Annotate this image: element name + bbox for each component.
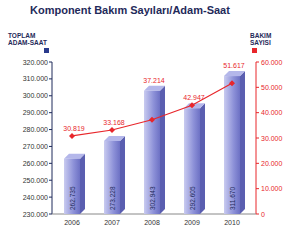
y-tick-label: 240.000 — [23, 194, 48, 201]
bar-top — [64, 154, 85, 159]
x-tick-label: 2008 — [144, 219, 160, 226]
bar-top — [224, 71, 245, 76]
bar — [224, 76, 240, 214]
x-tick-label: 2007 — [104, 219, 120, 226]
line-label: 37.214 — [143, 77, 165, 84]
marker — [109, 127, 115, 133]
bar-side — [120, 136, 125, 214]
bar-group — [144, 86, 165, 214]
bar-label: 273.228 — [109, 186, 116, 210]
marker — [229, 80, 235, 86]
bar-group — [104, 136, 125, 214]
y2-tick-label: 30.000 — [261, 135, 283, 142]
line-label: 33.168 — [103, 119, 125, 126]
y-tick-label: 260.000 — [23, 160, 48, 167]
y2-tick-label: 10.000 — [261, 185, 283, 192]
axis-label-line: ADAM-SAAT — [8, 39, 47, 46]
bar — [104, 141, 120, 214]
bar-side — [200, 103, 205, 214]
bar — [184, 108, 200, 214]
y-tick-label: 300.000 — [23, 92, 48, 99]
bar-group — [224, 71, 245, 214]
axis-label: TOPLAMADAM-SAAT — [8, 32, 47, 46]
y-tick-label: 250.000 — [23, 177, 48, 184]
y-tick — [49, 180, 52, 181]
y2-tick — [256, 188, 259, 189]
legend-swatch — [44, 48, 49, 53]
line-label: 42.947 — [183, 94, 205, 101]
x-tick-label: 2009 — [184, 219, 200, 226]
y2-tick — [256, 163, 259, 164]
x-tick-label: 2010 — [224, 219, 240, 226]
marker — [69, 133, 75, 139]
x-tick-label: 2006 — [64, 219, 80, 226]
line-label: 30.819 — [63, 125, 85, 132]
legend-swatch — [252, 48, 257, 53]
axis-label-line: SAYISI — [250, 39, 271, 46]
title: Komponent Bakım Sayıları/Adam-Saat — [30, 4, 230, 16]
axis-label-line: BAKIM — [250, 32, 271, 39]
y2-tick — [256, 62, 259, 63]
y2-tick — [256, 214, 259, 215]
y-tick — [49, 197, 52, 198]
bar-group — [184, 103, 205, 214]
line — [72, 83, 232, 136]
bar-side — [160, 86, 165, 214]
bar — [144, 91, 160, 214]
plot-marks — [64, 71, 245, 214]
y-tick-label: 270.000 — [23, 143, 48, 150]
y2-tick-label: 20.000 — [261, 160, 283, 167]
bar-side — [80, 154, 85, 214]
y-tick — [49, 112, 52, 113]
y2-tick — [256, 138, 259, 139]
bar-label: 292.605 — [189, 186, 196, 210]
marker — [189, 102, 195, 108]
bar-label: 311.670 — [229, 187, 236, 210]
y2-tick — [256, 112, 259, 113]
y2-tick-label: 60.000 — [261, 59, 283, 66]
bar-label: 302.943 — [149, 186, 156, 210]
bar-side — [240, 71, 245, 214]
y-tick-label: 280.000 — [23, 126, 48, 133]
bar-top — [144, 86, 165, 91]
bar-label: 262.735 — [69, 186, 76, 210]
y-axis — [52, 62, 53, 214]
y-tick — [49, 214, 52, 215]
y-tick — [49, 78, 52, 79]
y2-tick-label: 50.000 — [261, 84, 283, 91]
y-tick — [49, 62, 52, 63]
y-tick-label: 290.000 — [23, 109, 48, 116]
y-tick — [49, 95, 52, 96]
y-tick-label: 310.000 — [23, 75, 48, 82]
chart: Komponent Bakım Sayıları/Adam-Saat TOPLAM… — [0, 0, 292, 234]
bar-top — [104, 136, 125, 141]
marker — [149, 117, 155, 123]
y2-tick-label: 0 — [261, 211, 265, 218]
bar-group — [64, 154, 85, 214]
y-tick — [49, 129, 52, 130]
axis-label-line: TOPLAM — [8, 32, 35, 39]
y-tick — [49, 146, 52, 147]
y2-tick-label: 40.000 — [261, 109, 283, 116]
y-tick-label: 230.000 — [23, 211, 48, 218]
axis-label: BAKIMSAYISI — [250, 32, 271, 46]
line-label: 51.617 — [223, 62, 245, 69]
y-tick-label: 320.000 — [23, 59, 48, 66]
bar — [64, 159, 80, 214]
y2-tick — [256, 87, 259, 88]
y-tick — [49, 163, 52, 164]
